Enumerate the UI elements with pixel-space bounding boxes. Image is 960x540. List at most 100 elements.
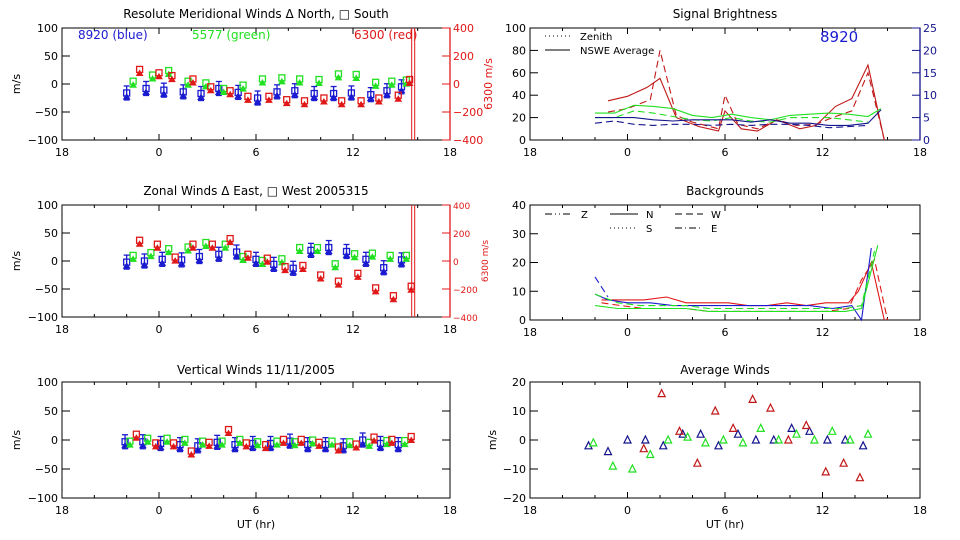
triangle-marker [371,287,380,295]
data-point [122,85,131,101]
y-tick-label: −100 [28,134,58,147]
data-point [263,254,272,265]
triangle-marker [156,443,165,450]
data-point [273,84,281,100]
triangle-marker [219,88,228,95]
triangle-marker [234,92,243,99]
triangle-marker [244,96,252,103]
triangle-marker [714,440,723,450]
data-point [845,434,855,444]
triangle-marker [239,85,247,92]
x-tick-label: 12 [816,146,830,159]
data-point [189,75,197,86]
triangle-marker [153,244,162,251]
y-tick-label: −50 [35,463,58,476]
data-point [315,438,323,449]
y2-tick-label: 400 [453,202,470,212]
triangle-marker [269,264,278,271]
triangle-marker [138,441,147,449]
x-tick-label: 18 [55,504,69,517]
data-point [792,428,801,438]
data-point [226,87,235,98]
data-point [221,240,230,251]
x-tick-label: 18 [913,146,927,159]
legend-label: N [646,210,653,221]
y-axis-label: m/s [10,430,23,450]
triangle-marker [159,90,168,97]
triangle-marker [290,441,299,449]
y2-tick-label: 10 [923,89,937,102]
triangle-marker [126,441,134,448]
legend-label: E [711,224,717,235]
data-point [163,434,171,445]
y2-tick-label: 200 [453,230,470,240]
y-tick-label: 100 [505,22,526,35]
data-point [307,242,315,259]
data-point [728,423,738,432]
data-point [168,71,176,83]
data-point [169,439,178,450]
triangle-marker [365,442,374,449]
triangle-marker [801,420,811,430]
data-point [126,437,134,448]
triangle-marker [295,247,304,255]
data-point [258,256,267,267]
triangle-marker [738,437,748,447]
y-tick-label: 0 [519,314,526,327]
y2-tick-label: −400 [453,134,483,147]
x-tick-label: 18 [55,323,69,336]
x-axis-label: UT (hr) [706,518,744,531]
data-point [320,94,328,105]
triangle-marker [645,449,655,459]
triangle-marker [675,425,684,435]
data-point [397,252,406,268]
triangle-marker [195,256,204,264]
series-line-8920-b [594,276,609,298]
triangle-marker [397,259,406,267]
triangle-marker [792,428,801,438]
triangle-marker [389,295,398,303]
chart-zonal: Zonal Winds Δ East, □ West 2005315 18 0 6 12… [10,184,491,336]
chart-title: Average Winds [680,363,770,377]
triangle-marker [221,244,230,251]
data-point [180,435,189,446]
triangle-marker [198,441,207,448]
y2-tick-label: 15 [923,67,937,80]
triangle-marker [151,442,160,450]
triangle-marker [253,98,262,105]
data-point [627,463,637,473]
triangle-marker [376,443,385,450]
triangle-marker [258,78,267,86]
y-axis-label: m/s [10,74,23,94]
triangle-marker [855,472,865,482]
data-point [407,432,416,444]
triangle-marker [273,91,281,99]
chart-title: Backgrounds [686,184,764,198]
triangle-marker [164,248,173,256]
triangle-marker [845,434,855,444]
chart-title: Resolute Meridional Winds Δ North, □ Sou… [123,7,389,21]
triangle-marker [352,444,361,451]
data-point [357,97,365,108]
triangle-marker [352,74,361,81]
triangle-marker [315,442,323,449]
data-point [374,94,383,105]
x-tick-label: 6 [253,504,260,517]
triangle-marker [261,444,270,452]
triangle-marker [334,73,343,81]
data-point [205,438,214,449]
triangle-marker [840,434,850,444]
triangle-marker [405,79,414,87]
x-tick-label: 12 [346,323,360,336]
triangle-marker [787,423,797,432]
data-point [214,246,223,262]
data-point [143,434,152,445]
data-point [387,77,396,88]
legend-annotation: 6300 (red) [354,28,417,42]
data-point [265,92,273,103]
y-tick-label: 20 [512,257,526,270]
triangle-marker [300,100,309,108]
data-point [345,438,354,449]
data-point [295,243,304,255]
x-tick-label: 18 [523,146,537,159]
